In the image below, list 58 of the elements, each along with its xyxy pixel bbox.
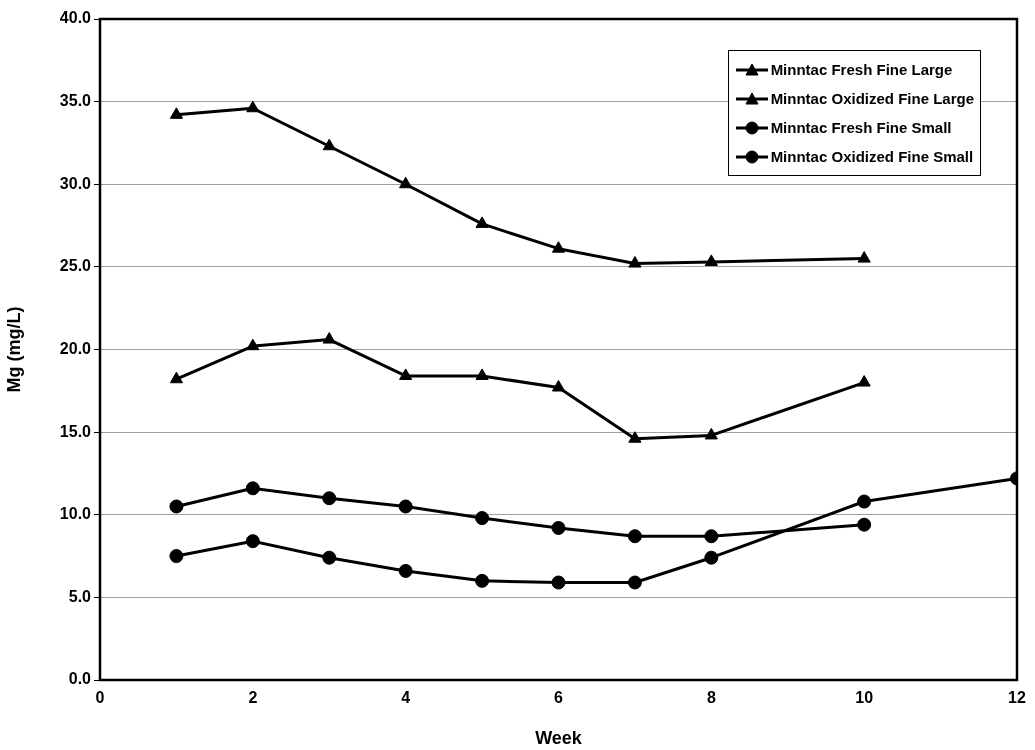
point [246, 100, 260, 113]
point [322, 138, 336, 151]
point [245, 481, 260, 496]
point [551, 241, 566, 253]
point [322, 491, 337, 506]
point [704, 529, 719, 544]
point [322, 550, 337, 565]
point [704, 254, 718, 266]
legend-label: Minntac Oxidized Fine Small [770, 148, 974, 165]
point [551, 575, 566, 590]
point [475, 511, 490, 526]
point [857, 517, 872, 532]
point [475, 216, 489, 228]
point [627, 529, 642, 544]
point [857, 494, 872, 509]
y-tick-label: 40.0 [59, 9, 92, 27]
y-tick-label: 5.0 [68, 587, 92, 605]
x-tick-label: 0 [95, 689, 105, 707]
point [627, 575, 642, 590]
x-tick-label: 8 [706, 689, 716, 707]
point [399, 368, 413, 380]
x-axis-title: Week [535, 728, 583, 749]
point [399, 176, 413, 189]
point [475, 573, 490, 588]
point [857, 251, 871, 263]
point [246, 338, 260, 351]
point [704, 427, 718, 440]
y-tick-label: 30.0 [59, 174, 92, 192]
y-axis-title: Mg (mg/L) [3, 306, 24, 393]
point [628, 431, 642, 443]
point [857, 375, 871, 387]
legend-label: Minntac Oxidized Fine Large [770, 90, 974, 107]
y-tick-label: 35.0 [59, 92, 92, 110]
point [169, 499, 184, 514]
y-tick-label: 25.0 [59, 257, 92, 275]
x-tick-label: 10 [855, 689, 874, 707]
point [398, 563, 413, 578]
x-tick-label: 12 [1008, 689, 1026, 707]
point [475, 368, 489, 380]
point [628, 256, 642, 268]
y-tick-label: 20.0 [59, 339, 92, 357]
y-tick-label: 10.0 [59, 505, 92, 523]
point [398, 499, 413, 514]
y-tick-label: 15.0 [59, 422, 92, 440]
point [169, 371, 183, 384]
point [169, 107, 183, 119]
point [169, 549, 184, 564]
point [551, 380, 566, 392]
x-tick-label: 6 [554, 689, 564, 707]
point [704, 550, 719, 565]
legend-label: Minntac Fresh Fine Large [770, 61, 953, 78]
legend-label: Minntac Fresh Fine Small [770, 119, 952, 136]
point [245, 534, 260, 549]
point [322, 332, 336, 344]
point [551, 520, 566, 535]
x-tick-label: 4 [401, 689, 411, 707]
x-tick-label: 2 [248, 689, 258, 707]
y-tick-label: 0.0 [68, 670, 92, 688]
